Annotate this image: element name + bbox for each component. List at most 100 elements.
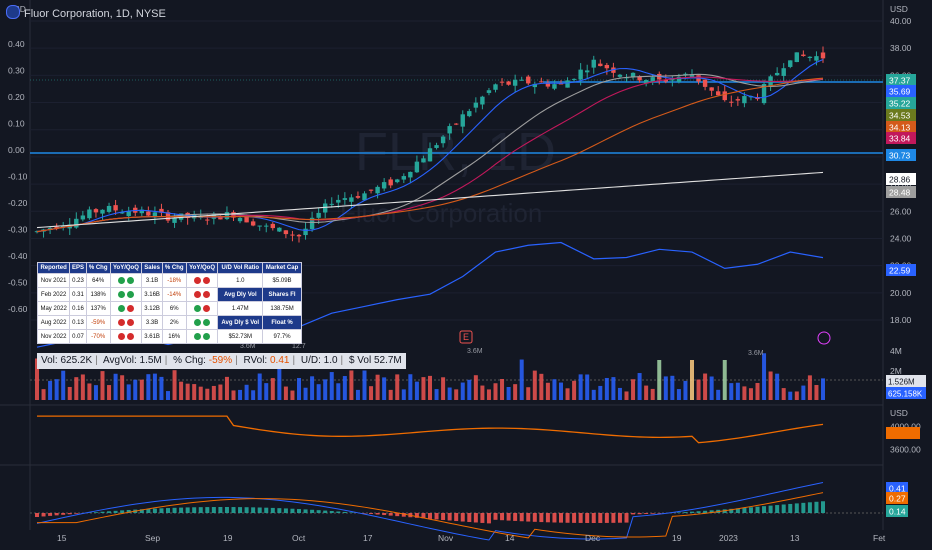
- macd-histogram-bar: [316, 510, 321, 513]
- candle-body: [716, 91, 721, 96]
- macd-histogram-bar: [41, 513, 46, 517]
- volume-bar: [297, 377, 301, 400]
- candle-body: [336, 199, 341, 203]
- candle-body: [571, 78, 577, 80]
- candle-body: [323, 203, 328, 213]
- volume-bar: [486, 389, 491, 400]
- volume-bar: [93, 385, 98, 400]
- volume-bar: [473, 375, 478, 400]
- candle-body: [421, 158, 426, 163]
- volume-bar: [310, 376, 315, 400]
- red-dot-icon: [202, 304, 210, 312]
- fund-cell: [185, 301, 219, 316]
- volume-label-box: [886, 387, 926, 399]
- volume-bar: [198, 386, 203, 400]
- fund-cell: Float %: [262, 315, 302, 330]
- macd-histogram-bar: [572, 513, 577, 523]
- macd-histogram-bar: [401, 513, 406, 517]
- osc-unit: USD: [890, 408, 908, 418]
- volume-bar: [572, 380, 577, 400]
- macd-histogram-bar: [211, 507, 216, 513]
- candle-body: [316, 212, 321, 218]
- volume-bar: [421, 377, 426, 400]
- volume-bar: [500, 378, 505, 400]
- volume-bar: [441, 377, 446, 400]
- red-dot-icon: [126, 318, 134, 326]
- volume-bar: [519, 359, 524, 400]
- volume-bar: [722, 360, 727, 400]
- macd-histogram-bar: [781, 504, 786, 513]
- candle-body: [467, 111, 472, 117]
- x-tick-label: 19: [223, 533, 233, 543]
- price-label-box: [886, 173, 916, 185]
- candle-body: [264, 225, 269, 227]
- volume-bar: [775, 373, 780, 400]
- candle-body: [172, 217, 177, 223]
- candle-body: [283, 230, 289, 235]
- volume-bar: [244, 384, 249, 400]
- price-label: 28.86: [889, 175, 911, 185]
- macd-histogram-bar: [434, 513, 439, 520]
- x-tick-label: 17: [363, 533, 373, 543]
- volume-bar: [388, 389, 393, 400]
- candle-body: [349, 197, 354, 202]
- candle-body: [54, 226, 59, 229]
- volume-bar: [48, 380, 53, 400]
- volume-bar: [716, 389, 721, 400]
- volume-bar: [414, 381, 419, 400]
- volume-peak-label: 3.6M: [240, 343, 256, 350]
- volume-bar: [513, 384, 518, 400]
- macd-histogram-bar: [473, 513, 478, 523]
- macd-histogram-bar: [585, 513, 590, 523]
- volume-bar: [61, 370, 66, 400]
- macd-histogram-bar: [493, 513, 498, 520]
- macd-histogram-bar: [100, 511, 105, 513]
- volume-bar: [401, 389, 406, 400]
- green-dot-icon: [202, 318, 210, 326]
- macd-histogram-bar: [303, 509, 308, 513]
- macd-histogram-bar: [48, 513, 53, 516]
- moving-average-line: [36, 58, 824, 233]
- x-tick-label: 2023: [719, 533, 738, 543]
- macd-histogram-bar: [454, 513, 459, 522]
- candle-body: [93, 209, 99, 213]
- macd-histogram-bar: [172, 507, 177, 513]
- right-tick-label: 40.00: [890, 16, 912, 26]
- fund-cell: 138.75M: [262, 301, 302, 316]
- candle-body: [218, 216, 223, 220]
- candle-body: [368, 189, 374, 191]
- volume-bar: [41, 389, 46, 400]
- candle-body: [814, 56, 819, 61]
- volume-peak-label: 3.6M: [467, 348, 483, 355]
- macd-histogram-bar: [414, 513, 419, 518]
- volume-tick-label: 4M: [890, 346, 902, 356]
- dollar-vol-value: 52.7M: [373, 355, 402, 366]
- macd-histogram-bar: [218, 507, 223, 513]
- candle-body: [427, 148, 433, 162]
- macd-histogram-bar: [35, 513, 39, 517]
- macd-histogram-bar: [257, 507, 262, 513]
- fund-cell: $5.09B: [262, 273, 302, 288]
- volume-bar: [283, 386, 288, 400]
- macd-histogram-bar: [539, 513, 544, 523]
- macd-histogram-bar: [283, 508, 288, 513]
- volume-bar: [611, 377, 616, 400]
- fund-header: Market Cap: [262, 262, 302, 274]
- price-label-box: [886, 85, 916, 97]
- volume-bar: [709, 376, 714, 400]
- vol-label: Vol:: [41, 355, 58, 366]
- macd-histogram-bar: [428, 513, 432, 519]
- candle-body: [250, 221, 256, 226]
- green-dot-icon: [194, 332, 202, 340]
- volume-bar: [821, 378, 825, 400]
- volume-bar: [54, 379, 59, 400]
- fund-cell: 0.07: [69, 329, 87, 344]
- volume-bar: [545, 382, 550, 400]
- candle-body: [454, 123, 459, 125]
- macd-histogram-bar: [742, 507, 747, 513]
- volume-bar: [617, 387, 622, 400]
- macd-line: [36, 481, 824, 541]
- red-dot-icon: [126, 332, 134, 340]
- fund-cell: 3.1B: [141, 273, 163, 288]
- chart-title: Fluor Corporation, 1D, NYSE: [6, 5, 166, 20]
